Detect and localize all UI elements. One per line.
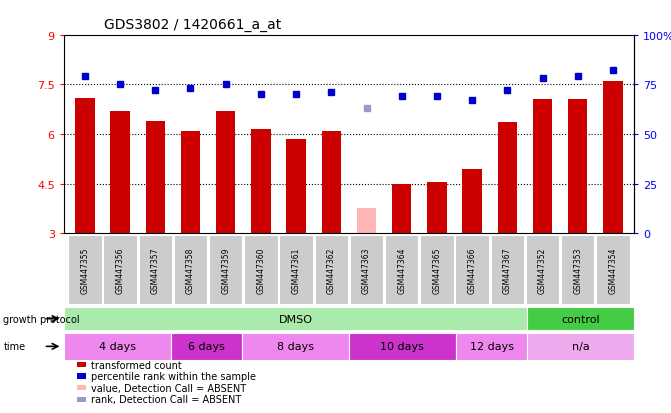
Bar xyxy=(170,333,242,360)
Text: percentile rank within the sample: percentile rank within the sample xyxy=(91,371,256,381)
Text: value, Detection Call = ABSENT: value, Detection Call = ABSENT xyxy=(91,383,246,393)
Bar xyxy=(462,169,482,234)
Text: GDS3802 / 1420661_a_at: GDS3802 / 1420661_a_at xyxy=(104,18,281,32)
Bar xyxy=(138,235,172,305)
Text: GSM447367: GSM447367 xyxy=(503,247,512,293)
Bar xyxy=(251,130,270,234)
Bar xyxy=(568,100,587,234)
Bar xyxy=(498,123,517,234)
Bar xyxy=(180,131,200,234)
Bar xyxy=(597,235,629,305)
Bar xyxy=(279,235,313,305)
Text: GSM447366: GSM447366 xyxy=(468,247,476,293)
Bar xyxy=(427,183,447,234)
Text: 8 days: 8 days xyxy=(277,342,314,351)
Bar xyxy=(533,100,552,234)
Bar xyxy=(103,235,137,305)
Bar xyxy=(75,98,95,234)
Bar xyxy=(385,235,419,305)
Bar xyxy=(315,235,348,305)
Bar xyxy=(350,235,383,305)
Text: 4 days: 4 days xyxy=(99,342,136,351)
Bar xyxy=(349,333,456,360)
Text: GSM447363: GSM447363 xyxy=(362,247,371,293)
Bar xyxy=(244,235,278,305)
Text: 10 days: 10 days xyxy=(380,342,424,351)
Text: transformed count: transformed count xyxy=(91,360,182,370)
Bar xyxy=(527,307,634,330)
Bar xyxy=(64,307,527,330)
Bar xyxy=(420,235,454,305)
Text: GSM447358: GSM447358 xyxy=(186,247,195,293)
Bar xyxy=(561,235,595,305)
Text: GSM447355: GSM447355 xyxy=(81,247,89,293)
Bar xyxy=(111,112,130,234)
Text: control: control xyxy=(562,314,600,324)
Bar xyxy=(357,209,376,234)
Bar xyxy=(526,235,560,305)
Bar xyxy=(216,112,236,234)
Text: rank, Detection Call = ABSENT: rank, Detection Call = ABSENT xyxy=(91,394,242,404)
Bar xyxy=(603,82,623,234)
Bar xyxy=(456,333,527,360)
Bar xyxy=(209,235,242,305)
Text: GSM447364: GSM447364 xyxy=(397,247,406,293)
Text: GSM447353: GSM447353 xyxy=(573,247,582,293)
Text: GSM447361: GSM447361 xyxy=(292,247,301,293)
Bar xyxy=(242,333,349,360)
Bar xyxy=(491,235,524,305)
Text: DMSO: DMSO xyxy=(278,314,313,324)
Text: GSM447354: GSM447354 xyxy=(609,247,617,293)
Text: GSM447360: GSM447360 xyxy=(256,247,266,293)
Bar xyxy=(527,333,634,360)
Text: GSM447356: GSM447356 xyxy=(115,247,125,293)
Text: GSM447365: GSM447365 xyxy=(432,247,442,293)
Text: GSM447352: GSM447352 xyxy=(538,247,547,293)
Bar xyxy=(392,184,411,234)
Text: time: time xyxy=(3,342,25,351)
Bar xyxy=(64,333,170,360)
Bar xyxy=(174,235,207,305)
Text: growth protocol: growth protocol xyxy=(3,314,80,324)
Bar xyxy=(146,121,165,234)
Bar xyxy=(321,131,341,234)
Text: n/a: n/a xyxy=(572,342,590,351)
Bar xyxy=(456,235,489,305)
Text: GSM447357: GSM447357 xyxy=(151,247,160,293)
Text: GSM447362: GSM447362 xyxy=(327,247,336,293)
Bar xyxy=(287,140,306,234)
Bar xyxy=(68,235,101,305)
Text: GSM447359: GSM447359 xyxy=(221,247,230,293)
Text: 6 days: 6 days xyxy=(188,342,225,351)
Text: 12 days: 12 days xyxy=(470,342,513,351)
